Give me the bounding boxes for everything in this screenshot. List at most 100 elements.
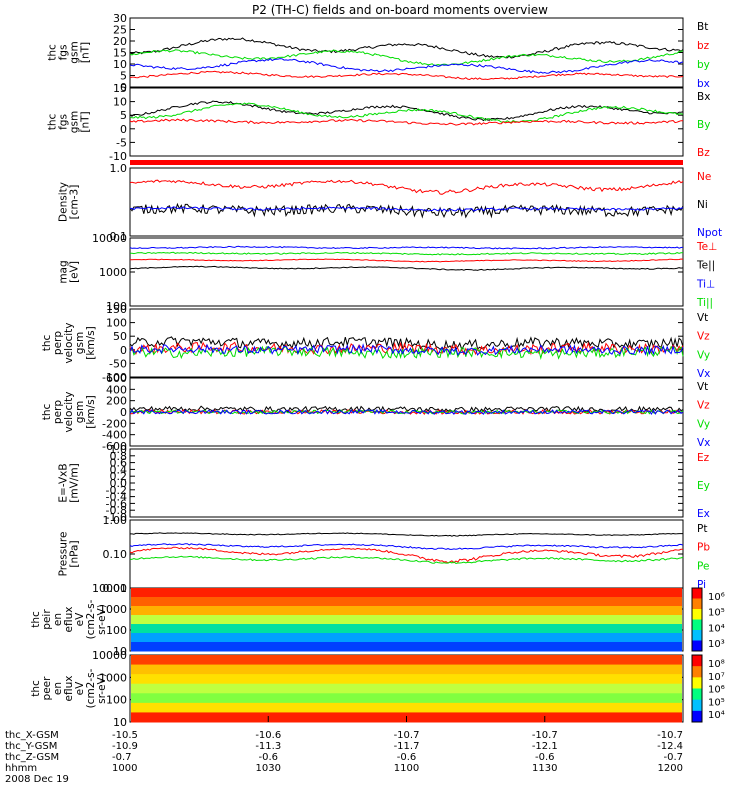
y-tick-label: 10 (113, 96, 127, 109)
legend-black: Te|| (696, 260, 715, 272)
footer-row-label: hhmm (5, 763, 37, 774)
series-line-red (129, 70, 684, 81)
panel-frame (129, 448, 684, 518)
panel-3: 1.0 0.1 Density [cm-3] Ne Ni Npot (58, 162, 723, 243)
legend-green: Vy (697, 349, 710, 361)
y-tick-label: 10 (113, 58, 127, 71)
footer-date: 2008 Dec 19 (5, 774, 69, 785)
legend-black: Ni (697, 199, 708, 211)
footer-value: -0.6 (535, 752, 555, 763)
footer-row-label: thc_X-GSM (5, 730, 59, 741)
y-tick-label: 10 (113, 716, 127, 729)
legend-blue: Vx (697, 437, 710, 449)
y-tick-label: -1.0 (106, 511, 127, 524)
y-tick-label: 25 (113, 24, 127, 37)
y-tick-label: 100 (106, 317, 127, 330)
y-tick-label: -0.2 (106, 484, 127, 497)
y-axis-label: [nT] (80, 111, 92, 132)
legend-green: Vy (697, 418, 710, 430)
legend-red: Vz (697, 331, 710, 343)
y-tick-label: -10 (109, 150, 127, 163)
panel-frame (129, 167, 684, 237)
footer-value: -10.6 (255, 730, 281, 741)
footer-row-label: thc_Y-GSM (5, 741, 57, 752)
footer-value: 1100 (394, 763, 419, 774)
y-axis-label: gsm (69, 111, 81, 133)
y-tick-label: 400 (106, 383, 127, 396)
series-line-green (129, 555, 684, 565)
y-tick-label: 100 (106, 624, 127, 637)
legend-green: By (697, 119, 710, 131)
y-axis-label: [km/s] (85, 395, 97, 429)
legend-black: Bt (697, 21, 708, 33)
legend-blue: bx (697, 78, 710, 90)
y-tick-label: 20 (113, 35, 127, 48)
y-tick-label: 150 (106, 303, 127, 316)
colorbar-tick-label: 10⁵ (708, 697, 725, 708)
series-line-green (129, 102, 684, 124)
series-line-blue (129, 543, 684, 550)
legend-red: bz (697, 40, 710, 52)
y-tick-label: 1000 (99, 671, 127, 684)
y-tick-label: 100 (106, 300, 127, 313)
y-axis-label: thc (41, 404, 53, 421)
y-axis-label: mag (58, 260, 70, 283)
y-axis-label: [km/s] (85, 326, 97, 360)
legend-blue: Ti⊥ (696, 278, 715, 290)
y-tick-label: 200 (106, 395, 127, 408)
footer-value: -10.7 (657, 730, 683, 741)
y-axis-label: fgs (58, 114, 70, 130)
y-tick-label: -100 (102, 371, 127, 384)
spectrogram-band (131, 597, 682, 607)
y-axis-label: en (52, 613, 64, 626)
y-tick-label: 50 (113, 330, 127, 343)
legend-red: Bz (697, 147, 710, 159)
colorbar-segment (692, 699, 702, 712)
colorbar-tick-label: 10⁷ (708, 672, 725, 683)
y-tick-label: 15 (113, 47, 127, 60)
y-tick-label: -400 (102, 429, 127, 442)
spectrogram-band (131, 683, 682, 694)
y-axis-label: thc (30, 611, 42, 628)
colorbar-frame (691, 587, 703, 652)
footer-row-label: thc_Z-GSM (5, 752, 59, 763)
y-axis-label: eflux (63, 607, 75, 633)
y-tick-label: 100 (106, 694, 127, 707)
colorbar-tick-label: 10⁴ (708, 710, 725, 721)
footer-value: -10.5 (112, 730, 138, 741)
panel-9: 10000 1000 100 10 thc peir en eflux eV (cm2-s-sr-… (30, 582, 725, 658)
legend-black: Vt (697, 312, 708, 324)
y-axis-label: eflux (63, 676, 75, 702)
panel-7: 1.00.80.60.40.20.0-0.2-0.4-0.6-0.8-1.0 E=… (58, 443, 710, 524)
legend-green: Ey (697, 480, 710, 492)
y-axis-label: [nPa] (69, 540, 81, 567)
footer-value: -0.7 (663, 752, 683, 763)
flag-strip (130, 160, 683, 165)
y-tick-label: 0.01 (103, 582, 128, 595)
footer-ephemeris: thc_X-GSM -10.5 -10.6 -10.7 -10.7 -10.7 thc_Y-… (5, 716, 684, 785)
footer-value: 1000 (112, 763, 137, 774)
y-axis-label: gsm (74, 332, 86, 354)
colorbar-segment (692, 710, 702, 723)
panel-frame (129, 519, 684, 589)
colorbar-tick-label: 10⁸ (708, 659, 725, 670)
panel-4: 10000 1000 100 mag [eV] Te⊥ Te|| Ti⊥ Ti|| (58, 232, 718, 313)
y-tick-label: -50 (109, 357, 127, 370)
y-tick-label: 0 (120, 406, 127, 419)
legend-blue: Pi (697, 579, 706, 591)
legend-red: Vz (697, 400, 710, 412)
footer-value: -10.7 (394, 730, 420, 741)
panel-frame (129, 308, 684, 378)
legend-red: Pb (697, 542, 710, 554)
series-line-red (129, 179, 684, 195)
series-line-blue (129, 245, 684, 250)
y-tick-label: 1.0 (110, 162, 128, 175)
legend-red: Ez (697, 452, 710, 464)
y-tick-label: 30 (113, 12, 127, 25)
colorbar-frame (691, 654, 703, 723)
series-line-black (129, 336, 684, 352)
